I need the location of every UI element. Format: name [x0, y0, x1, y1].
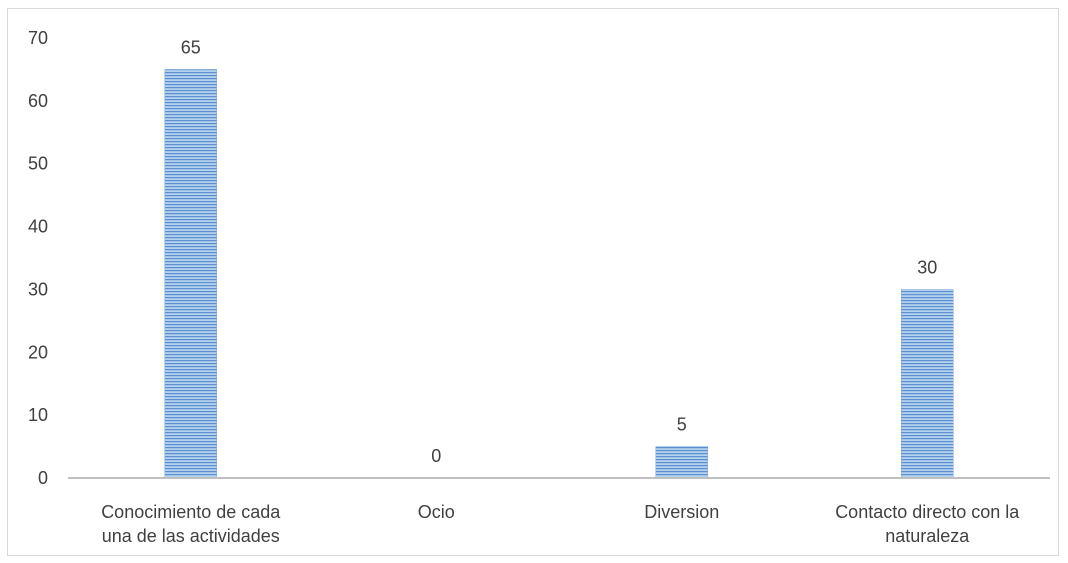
x-axis-category-labels: Conocimiento de cada una de las actividad…	[101, 502, 1020, 546]
data-label: 5	[677, 415, 687, 435]
bars	[164, 69, 954, 479]
y-axis-tick-labels: 0 10 20 30 40 50 60 70	[28, 28, 48, 488]
y-tick-label: 10	[28, 405, 48, 425]
y-tick-label: 70	[28, 28, 48, 48]
y-tick-label: 20	[28, 342, 48, 362]
y-tick-label: 30	[28, 279, 48, 299]
data-labels: 65 0 5 30	[181, 37, 938, 466]
data-label: 30	[917, 257, 937, 277]
y-tick-label: 40	[28, 217, 48, 237]
x-category-label: Contacto directo con la naturaleza	[835, 502, 1020, 546]
data-label: 0	[431, 446, 441, 466]
y-tick-label: 50	[28, 154, 48, 174]
bar	[901, 289, 954, 479]
x-category-label: Ocio	[418, 502, 455, 522]
data-label: 65	[181, 37, 201, 57]
y-tick-label: 60	[28, 91, 48, 111]
bar	[655, 446, 708, 479]
y-tick-label: 0	[38, 468, 48, 488]
x-category-label: Diversion	[644, 502, 719, 522]
bar	[164, 69, 217, 479]
x-category-label: Conocimiento de cada una de las actividad…	[101, 502, 281, 546]
